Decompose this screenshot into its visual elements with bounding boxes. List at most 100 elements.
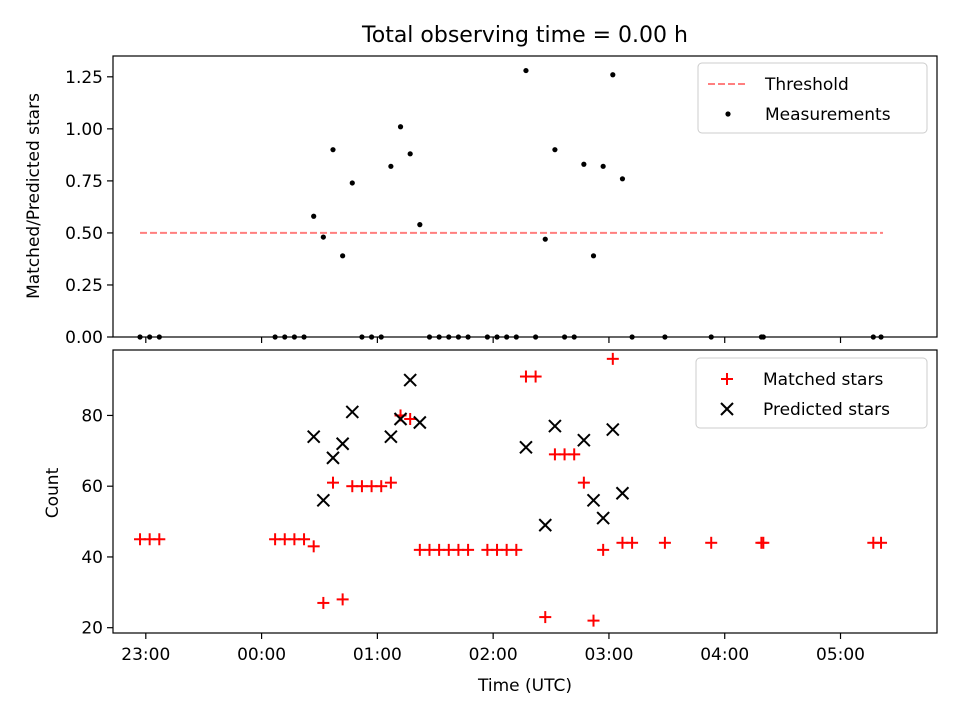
matched-star-point [298,533,311,546]
legend-threshold-label: Threshold [764,75,849,95]
top-legend: Threshold Measurements [697,62,928,134]
measurement-point [600,163,606,169]
x-tick-label: 23:00 [121,645,170,665]
bottom-x-axis: 23:00 00:00 01:00 02:00 03:00 04:00 05:00 [121,633,865,665]
legend-measurements-label: Measurements [765,105,891,125]
predicted-star-point [606,422,620,437]
predicted-star-point [548,419,562,433]
predicted-star-point [326,451,340,465]
measurement-point [542,236,548,242]
y-tick-label: 0.75 [65,172,103,192]
matched-star-point [375,480,388,493]
matched-star-point [336,593,349,606]
predicted-star-point [345,405,359,419]
x-tick-label: 05:00 [816,645,865,665]
y-tick-label: 40 [81,548,103,568]
matched-star-point [597,543,610,556]
predicted-star-point [413,415,427,430]
top-x-ticks [145,337,842,343]
measurement-point [330,147,336,153]
matched-star-point [757,536,770,549]
legend-matched-label: Matched stars [763,370,883,390]
predicted-star-point [615,486,630,500]
y-tick-label: 80 [81,406,103,426]
bottom-y-axis: 20 40 60 80 [81,406,113,639]
measurement-point [590,253,597,259]
y-tick-label: 0.00 [65,328,103,348]
measurement-point [397,124,404,130]
predicted-star-point [384,429,398,444]
measurement-point [552,147,558,153]
matched-star-point [384,476,397,489]
bottom-y-axis-label: Count [43,467,63,518]
measurement-point [407,151,413,157]
x-tick-label: 00:00 [237,645,286,665]
x-tick-label: 03:00 [584,645,633,665]
measurement-point [349,180,355,186]
matched-star-point [539,611,552,624]
chart-title: Total observing time = 0.00 h [361,23,688,48]
top-axes-frame [112,55,938,338]
legend-predicted-label: Predicted stars [763,400,890,420]
matched-star-point [587,614,600,627]
matched-star-point [705,536,718,549]
legend-matched-marker [721,373,733,385]
measurement-point [311,213,317,219]
matched-star-point [875,536,888,549]
predicted-star-point [335,437,350,451]
matched-star-point [626,536,639,549]
matched-star-point [307,540,320,553]
x-tick-label: 01:00 [353,645,402,665]
x-axis-label: Time (UTC) [477,676,572,696]
predicted-star-point [577,433,591,447]
predicted-star-point [519,440,533,454]
top-plot-area [137,67,884,340]
y-tick-label: 0.50 [65,224,103,244]
legend-predicted-marker [720,402,734,416]
matched-star-point [577,476,590,489]
predicted-star-point [586,493,601,508]
bottom-panel: 20 40 60 80 23:00 00:00 01:00 02:00 03:00 04:00 0… [43,349,938,696]
y-tick-label: 0.25 [65,276,103,296]
x-tick-label: 02:00 [469,645,518,665]
measurement-point [581,161,587,167]
measurement-point [320,234,326,240]
matched-star-point [568,448,581,461]
y-tick-label: 1.00 [65,120,103,140]
y-tick-label: 60 [81,477,103,497]
bottom-legend-frame [695,357,928,429]
matched-star-point [153,533,166,546]
bottom-plot-area [134,352,888,627]
matched-star-point [326,476,339,489]
top-panel: 0.00 0.25 0.50 0.75 1.00 1.25 Matched/Predict… [24,55,938,348]
measurement-point [610,72,616,78]
y-tick-label: 1.25 [65,68,103,88]
matched-star-point [462,543,475,556]
predicted-star-point [393,412,408,426]
top-legend-frame [697,62,928,134]
matched-star-point [529,370,542,383]
x-tick-label: 04:00 [700,645,749,665]
bottom-axes-frame [112,349,938,634]
matched-star-point [510,543,523,556]
measurement-point [388,163,394,169]
top-y-axis: 0.00 0.25 0.50 0.75 1.00 1.25 [65,68,113,348]
measurement-point [417,222,423,228]
matched-star-point [658,536,671,549]
predicted-star-point [403,373,417,387]
bottom-legend: Matched stars Predicted stars [695,357,928,429]
measurement-point [340,253,346,259]
predicted-star-point [596,511,610,525]
legend-measurement-marker [725,111,731,117]
predicted-star-point [538,518,552,532]
matched-star-point [606,352,619,365]
predicted-star-point [306,429,321,444]
matched-star-point [317,596,330,609]
matched-star-point [404,412,417,425]
predicted-star-point [316,493,331,508]
measurement-point [523,67,529,74]
y-tick-label: 20 [81,619,103,639]
measurement-point [619,176,626,182]
top-y-axis-label: Matched/Predicted stars [24,93,44,299]
